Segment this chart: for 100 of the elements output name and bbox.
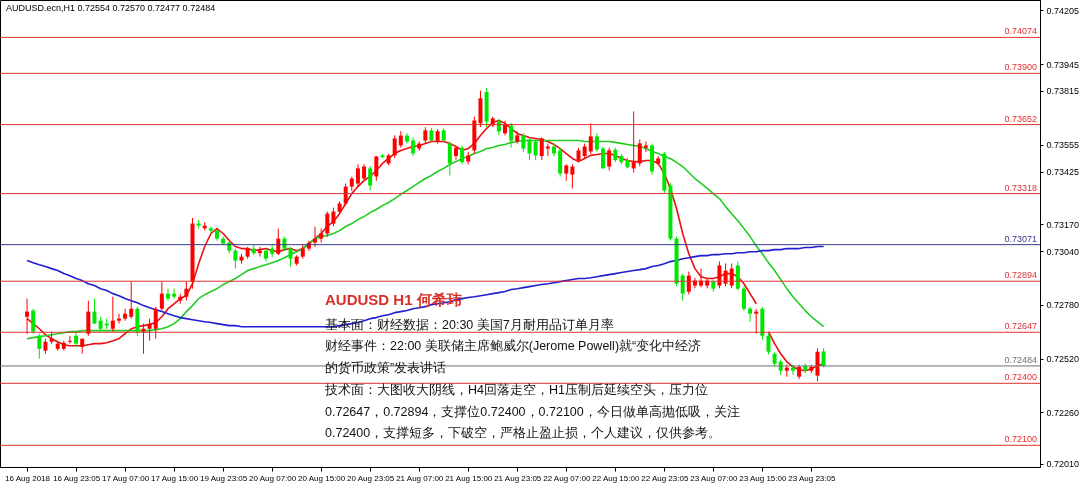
candlestick xyxy=(392,134,397,159)
candlestick xyxy=(643,141,648,153)
candlestick xyxy=(276,228,281,256)
y-tick-label: 0.73555 xyxy=(1046,140,1080,151)
candlestick xyxy=(686,271,691,295)
candlestick xyxy=(343,182,348,207)
x-tick-label: 20 Aug 15:00 xyxy=(298,473,346,483)
y-tick-label: 0.72780 xyxy=(1046,300,1080,311)
candlestick xyxy=(607,147,612,171)
candlestick xyxy=(331,207,336,227)
y-tick-label: 0.73040 xyxy=(1046,246,1080,257)
candlestick xyxy=(570,163,575,189)
ref-line-label: 0.72100 xyxy=(1004,434,1037,445)
x-tick-label: 21 Aug 15:00 xyxy=(445,473,493,483)
candlestick xyxy=(539,136,544,161)
y-tick-label: 0.72520 xyxy=(1046,354,1080,365)
annotation: 0.72647，0.72894，支撑位0.72400，0.72100，今日做单高抛低吸，关注 xyxy=(325,403,740,419)
x-tick-label: 19 Aug 23:05 xyxy=(200,473,248,483)
candlestick xyxy=(509,122,514,149)
candlestick xyxy=(588,122,593,155)
annotation: 的货币政策”发表讲话 xyxy=(325,361,447,376)
x-tick-label: 16 Aug 23:05 xyxy=(53,473,101,483)
candlestick xyxy=(748,306,753,323)
x-tick-label: 17 Aug 15:00 xyxy=(151,473,199,483)
candlestick xyxy=(766,333,771,355)
y-tick-label: 0.73945 xyxy=(1046,59,1080,70)
candlestick xyxy=(86,300,91,337)
candlestick xyxy=(637,138,642,167)
candlestick xyxy=(25,298,30,335)
y-tick-label: 0.73815 xyxy=(1046,86,1080,97)
candlestick xyxy=(123,308,128,322)
candlestick xyxy=(147,318,152,342)
x-tick-label: 23 Aug 23:05 xyxy=(788,473,836,483)
x-tick-label: 17 Aug 07:00 xyxy=(102,473,150,483)
ref-line-label: 0.72484 xyxy=(1004,354,1037,365)
candlestick xyxy=(790,364,795,376)
candlestick xyxy=(460,145,465,165)
y-tick-label: 0.72260 xyxy=(1046,407,1080,418)
annotation: 0.72400，支撑短多，下破空，严格止盈止损，个人建议，仅供参考。 xyxy=(325,426,722,441)
x-tick-label: 21 Aug 07:00 xyxy=(396,473,444,483)
candlestick xyxy=(159,281,164,312)
candlestick xyxy=(368,165,373,192)
candlestick xyxy=(355,163,360,188)
candlestick xyxy=(754,308,759,335)
chart-title: AUDUSD.ecn,H1 0.72554 0.72570 0.72477 0.72484 xyxy=(6,3,216,13)
y-tick-label: 0.73170 xyxy=(1046,219,1080,230)
candlestick xyxy=(172,288,177,300)
candlestick xyxy=(67,335,72,345)
annotation: 财经事件：22:00 美联储主席鲍威尔(Jerome Powell)就“变化中经济 xyxy=(325,338,702,354)
x-tick-label: 20 Aug 23:05 xyxy=(347,473,395,483)
candlestick xyxy=(411,136,416,157)
y-tick-label: 0.74205 xyxy=(1046,5,1080,16)
ref-line-label: 0.73071 xyxy=(1004,233,1037,244)
candlestick xyxy=(723,262,728,287)
x-tick-label: 20 Aug 07:00 xyxy=(249,473,297,483)
candlestick xyxy=(129,281,134,320)
x-tick-label: 16 Aug 2018 xyxy=(5,473,51,483)
y-tick-label: 0.73425 xyxy=(1046,167,1080,178)
candlestick xyxy=(92,298,97,325)
candlestick xyxy=(558,147,563,178)
candlestick xyxy=(594,132,599,153)
candlestick xyxy=(233,248,238,270)
candlestick xyxy=(141,323,146,355)
ref-line-label: 0.72647 xyxy=(1004,321,1037,332)
candlestick xyxy=(165,288,170,302)
x-tick-label: 22 Aug 23:05 xyxy=(641,473,689,483)
ref-line-label: 0.73652 xyxy=(1004,113,1037,124)
candlestick xyxy=(313,226,318,248)
candlestick xyxy=(288,246,293,268)
candlestick xyxy=(527,136,532,161)
candlestick xyxy=(31,308,36,335)
candlestick xyxy=(631,110,636,174)
candlestick xyxy=(135,306,140,337)
candlestick xyxy=(404,132,409,145)
candlestick xyxy=(533,138,538,161)
candlestick xyxy=(521,132,526,153)
candlestick xyxy=(741,285,746,312)
ref-line-label: 0.73900 xyxy=(1004,62,1037,73)
y-tick-label: 0.72010 xyxy=(1046,459,1080,470)
candlestick xyxy=(447,141,452,176)
x-tick-label: 22 Aug 07:00 xyxy=(543,473,591,483)
candlestick xyxy=(374,155,379,182)
candlestick xyxy=(37,333,42,360)
ref-line-label: 0.72894 xyxy=(1004,270,1037,281)
candlestick xyxy=(815,347,820,382)
candlestick xyxy=(208,226,213,234)
x-tick-label: 21 Aug 23:05 xyxy=(494,473,542,483)
candlestick xyxy=(116,313,121,325)
candlestick xyxy=(717,260,722,289)
x-tick-label: 23 Aug 07:00 xyxy=(690,473,738,483)
candlestick xyxy=(729,262,734,289)
candlestick xyxy=(184,281,189,302)
annotation: 技术面：大图收大阴线，H4回落走空，H1压制后延续空头，压力位 xyxy=(324,382,708,397)
candlestick xyxy=(325,211,330,238)
candlestick xyxy=(735,260,740,291)
ref-line-label: 0.72400 xyxy=(1004,372,1037,383)
candlestick xyxy=(110,296,115,333)
candlestick xyxy=(153,306,158,340)
ref-line-label: 0.74074 xyxy=(1004,26,1037,37)
candlestick xyxy=(545,143,550,157)
